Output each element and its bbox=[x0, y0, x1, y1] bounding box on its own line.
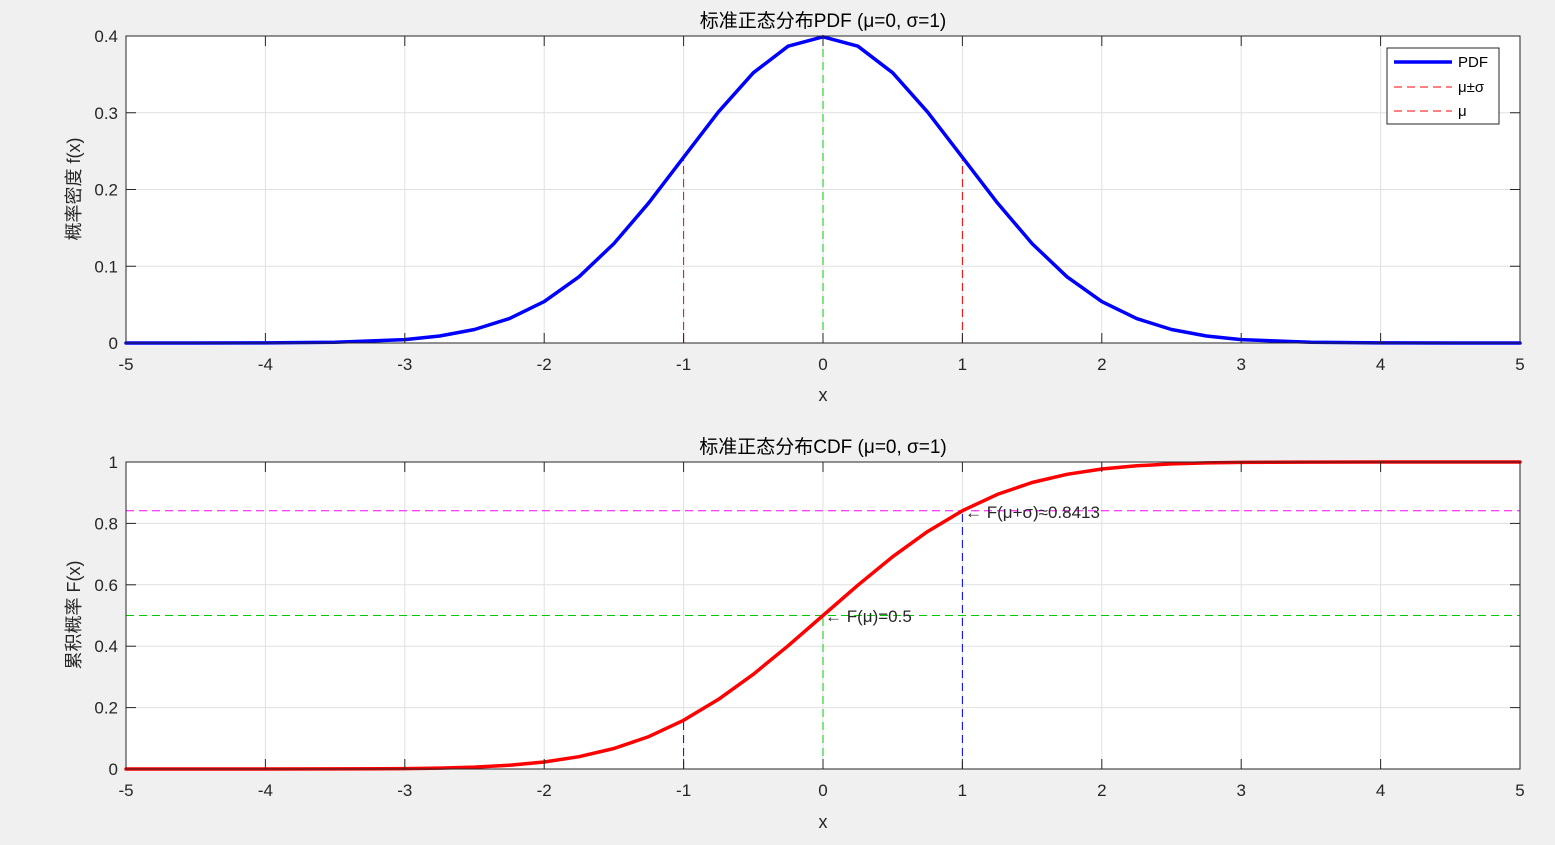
pdf-x-tick-label: 0 bbox=[818, 355, 827, 374]
cdf-x-tick-label: -1 bbox=[676, 781, 691, 800]
annotation-f-mu: ← F(μ)=0.5 bbox=[825, 607, 912, 626]
cdf-y-tick-label: 0 bbox=[109, 760, 118, 779]
cdf-y-tick-label: 0.4 bbox=[94, 637, 118, 656]
pdf-y-axis-label: 概率密度 f(x) bbox=[64, 138, 84, 241]
pdf-legend: PDF μ±σ μ bbox=[1386, 47, 1500, 125]
pdf-title: 标准正态分布PDF (μ=0, σ=1) bbox=[700, 10, 947, 32]
cdf-x-tick-label: 2 bbox=[1097, 781, 1106, 800]
pdf-x-tick-label: 1 bbox=[958, 355, 967, 374]
cdf-x-tick-label: 4 bbox=[1376, 781, 1385, 800]
cdf-x-tick-label: 5 bbox=[1515, 781, 1524, 800]
legend-label-pdf: PDF bbox=[1458, 54, 1488, 71]
pdf-y-tick-label: 0.2 bbox=[94, 181, 118, 200]
pdf-x-tick-label: 5 bbox=[1515, 355, 1524, 374]
pdf-x-axis-label: x bbox=[819, 385, 828, 405]
annotation-f-mu-plus-sigma: ← F(μ+σ)≈0.8413 bbox=[965, 503, 1100, 522]
cdf-x-tick-label: 3 bbox=[1236, 781, 1245, 800]
cdf-x-tick-label: -2 bbox=[537, 781, 552, 800]
cdf-y-tick-label: 0.8 bbox=[94, 514, 118, 533]
cdf-curve bbox=[124, 460, 1522, 771]
pdf-x-tick-label: 3 bbox=[1236, 355, 1245, 374]
cdf-title: 标准正态分布CDF (μ=0, σ=1) bbox=[699, 436, 947, 458]
cdf-x-tick-label: -5 bbox=[118, 781, 133, 800]
cdf-x-tick-label: 0 bbox=[818, 781, 827, 800]
pdf-y-tick-label: 0.4 bbox=[94, 27, 118, 46]
pdf-x-tick-label: -1 bbox=[676, 355, 691, 374]
cdf-y-tick-label: 0.2 bbox=[94, 699, 118, 718]
cdf-x-tick-label: 1 bbox=[958, 781, 967, 800]
pdf-y-tick-label: 0.1 bbox=[94, 257, 118, 276]
legend-label-mu: μ bbox=[1458, 103, 1467, 120]
pdf-x-tick-label: -5 bbox=[118, 355, 133, 374]
pdf-y-tick-label: 0 bbox=[109, 334, 118, 353]
cdf-y-tick-label: 0.6 bbox=[94, 576, 118, 595]
cdf-x-tick-label: -3 bbox=[397, 781, 412, 800]
pdf-x-tick-label: 2 bbox=[1097, 355, 1106, 374]
pdf-y-tick-label: 0.3 bbox=[94, 104, 118, 123]
pdf-axes: -5 -4 -3 -2 -1 0 1 2 3 4 5 0 0.1 0.2 0.3 0.4 标准正态分布PDF … bbox=[64, 10, 1525, 405]
cdf-x-tick-label: -4 bbox=[258, 781, 273, 800]
cdf-y-axis-label: 累积概率 F(x) bbox=[64, 561, 84, 670]
pdf-x-tick-label: -3 bbox=[397, 355, 412, 374]
cdf-y-tick-label: 1 bbox=[109, 453, 118, 472]
pdf-x-tick-label: 4 bbox=[1376, 355, 1385, 374]
cdf-axes: -5 -4 -3 -2 -1 0 1 2 3 4 5 0 0.2 0.4 0.6 0.8 1 标准正态分布CDF… bbox=[64, 436, 1525, 832]
pdf-x-tick-label: -2 bbox=[537, 355, 552, 374]
pdf-x-tick-label: -4 bbox=[258, 355, 273, 374]
cdf-x-axis-label: x bbox=[819, 812, 828, 832]
legend-label-mu-sigma: μ±σ bbox=[1458, 79, 1485, 96]
